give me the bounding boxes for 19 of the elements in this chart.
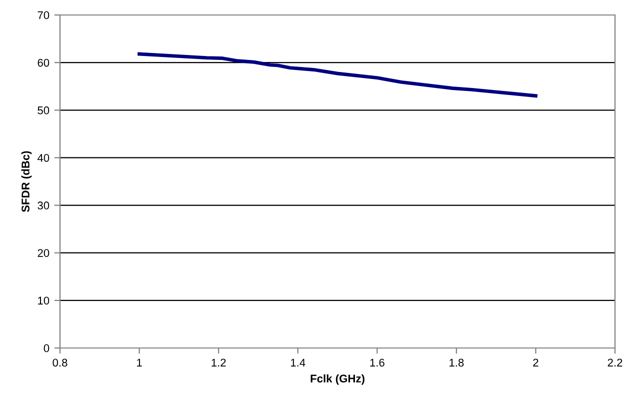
line-series [138, 52, 538, 98]
x-tick-label: 1 [137, 358, 142, 366]
y-tick-label: 30 [38, 202, 50, 210]
x-tick-label: 2 [533, 358, 538, 366]
y-axis-title: SFDR (dBc) [21, 151, 32, 212]
x-tick-label: 1.4 [290, 358, 306, 366]
y-tick-label: 10 [38, 296, 50, 305]
x-tick-label: 0.8 [52, 358, 68, 367]
y-tick-label: 40 [37, 154, 50, 162]
x-tick-label: 2.2 [608, 358, 622, 366]
y-tick-label: 60 [38, 58, 50, 67]
x-tick-label: 1.6 [370, 358, 384, 367]
x-tick-label: 1.8 [450, 358, 464, 367]
y-tick-label: 20 [38, 249, 50, 257]
y-tick-label: 70 [38, 11, 50, 20]
y-tick-label: 0 [44, 344, 50, 352]
x-axis-title: Fclk (GHz) [310, 374, 364, 385]
y-tick-label: 50 [38, 106, 50, 114]
x-tick-label: 1.2 [212, 358, 226, 366]
